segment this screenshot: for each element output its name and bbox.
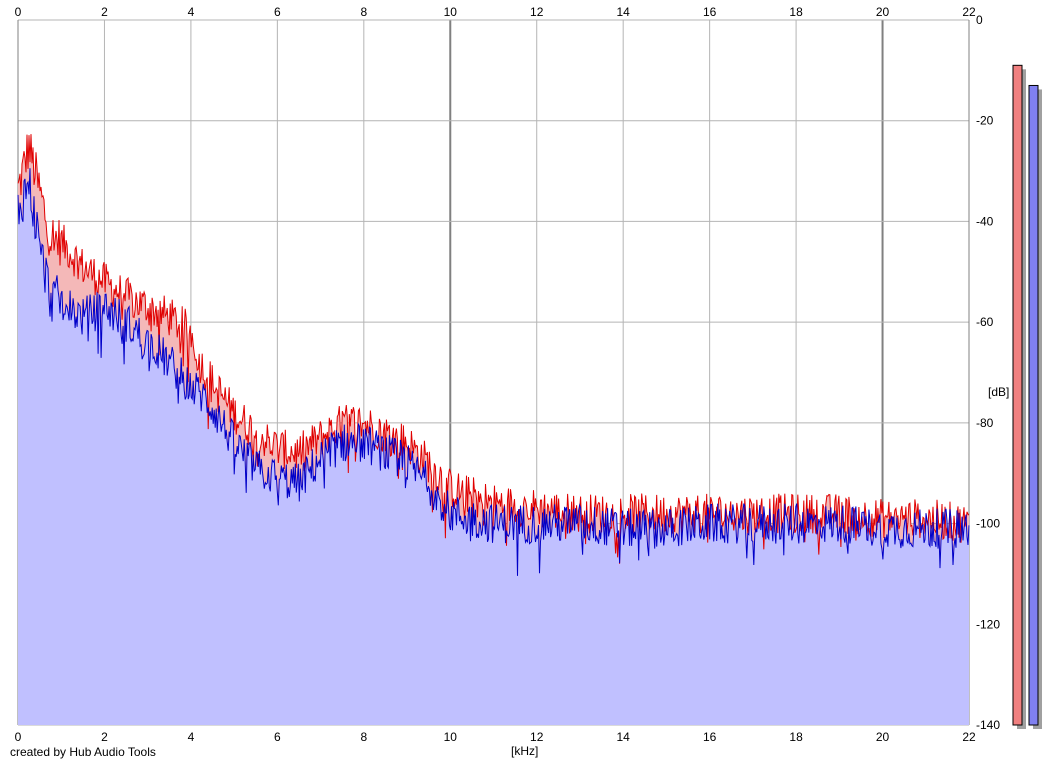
x-tick-label-bottom: 4	[188, 730, 195, 744]
x-tick-label-bottom: 6	[274, 730, 281, 744]
x-tick-label-bottom: 2	[101, 730, 108, 744]
x-tick-label-top: 16	[703, 5, 717, 19]
x-tick-label-top: 10	[444, 5, 458, 19]
credit-text: created by Hub Audio Tools	[10, 745, 156, 759]
right-channel-line	[17, 168, 970, 576]
x-tick-label-bottom: 22	[962, 730, 976, 744]
x-tick-label-bottom: 14	[617, 730, 631, 744]
y-tick-label: -140	[976, 718, 1000, 732]
x-tick-label-top: 0	[15, 5, 22, 19]
x-axis-label: [kHz]	[511, 744, 538, 758]
x-tick-label-top: 8	[360, 5, 367, 19]
level-meter-bar	[1028, 84, 1039, 726]
x-tick-label-top: 12	[530, 5, 544, 19]
level-meter-bar	[1012, 64, 1023, 726]
right-channel-area	[18, 168, 969, 725]
x-tick-label-top: 4	[188, 5, 195, 19]
x-tick-label-top: 18	[789, 5, 803, 19]
x-tick-label-top: 6	[274, 5, 281, 19]
x-tick-label-bottom: 20	[876, 730, 890, 744]
x-tick-label-bottom: 10	[444, 730, 458, 744]
x-tick-label-top: 2	[101, 5, 108, 19]
x-tick-label-top: 14	[617, 5, 631, 19]
level-meters	[1012, 64, 1042, 730]
x-tick-label-bottom: 0	[15, 730, 22, 744]
y-ticks: 0 -20 -40 -60 -80 -100 -120 -140	[976, 13, 1000, 732]
x-ticks-bottom: 0 2 4 6 8 10 12 14 16 18 20 22	[15, 730, 976, 744]
y-tick-label: -40	[976, 214, 994, 228]
y-axis-label: [dB]	[988, 385, 1009, 399]
x-tick-label-top: 22	[962, 5, 976, 19]
spectrum-series	[17, 134, 970, 726]
x-tick-label-top: 20	[876, 5, 890, 19]
y-tick-label: 0	[976, 13, 983, 27]
y-tick-label: -100	[976, 517, 1000, 531]
x-tick-label-bottom: 18	[789, 730, 803, 744]
x-ticks-top: 0 2 4 6 8 10 12 14 16 18 20 22	[15, 5, 976, 19]
x-tick-label-bottom: 16	[703, 730, 717, 744]
x-tick-label-bottom: 8	[360, 730, 367, 744]
y-tick-label: -20	[976, 114, 994, 128]
x-tick-label-bottom: 12	[530, 730, 544, 744]
y-tick-label: -120	[976, 617, 1000, 631]
y-tick-label: -60	[976, 315, 994, 329]
y-tick-label: -80	[976, 416, 994, 430]
